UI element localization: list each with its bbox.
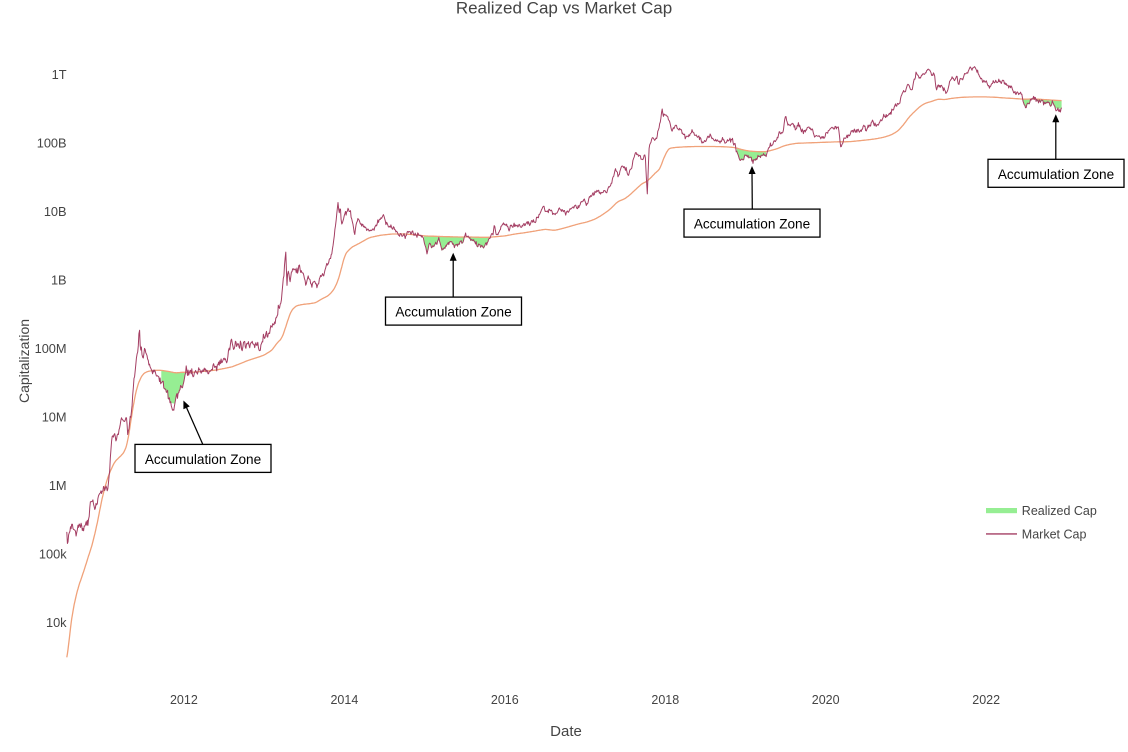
svg-text:1M: 1M — [49, 478, 67, 493]
svg-text:Realized Cap vs Market Cap: Realized Cap vs Market Cap — [456, 0, 672, 18]
svg-text:2014: 2014 — [330, 693, 358, 707]
svg-text:Accumulation Zone: Accumulation Zone — [694, 217, 810, 232]
svg-text:1T: 1T — [52, 67, 67, 82]
svg-text:Date: Date — [550, 723, 582, 740]
svg-text:100k: 100k — [39, 547, 67, 562]
svg-text:1B: 1B — [51, 273, 67, 288]
svg-text:10B: 10B — [44, 204, 67, 219]
svg-text:Accumulation Zone: Accumulation Zone — [395, 305, 511, 320]
svg-text:2022: 2022 — [972, 693, 1000, 707]
svg-text:2016: 2016 — [491, 693, 519, 707]
svg-text:100B: 100B — [37, 136, 67, 151]
svg-text:Market Cap: Market Cap — [1022, 527, 1087, 541]
svg-text:Accumulation Zone: Accumulation Zone — [145, 452, 261, 467]
svg-text:100M: 100M — [35, 341, 67, 356]
svg-text:2020: 2020 — [812, 693, 840, 707]
svg-text:2018: 2018 — [651, 693, 679, 707]
svg-text:2012: 2012 — [170, 693, 198, 707]
svg-text:10M: 10M — [42, 410, 67, 425]
svg-text:10k: 10k — [46, 615, 67, 630]
svg-text:Capitalization: Capitalization — [16, 319, 32, 403]
svg-text:Realized Cap: Realized Cap — [1022, 504, 1097, 518]
svg-text:Accumulation Zone: Accumulation Zone — [998, 167, 1114, 182]
